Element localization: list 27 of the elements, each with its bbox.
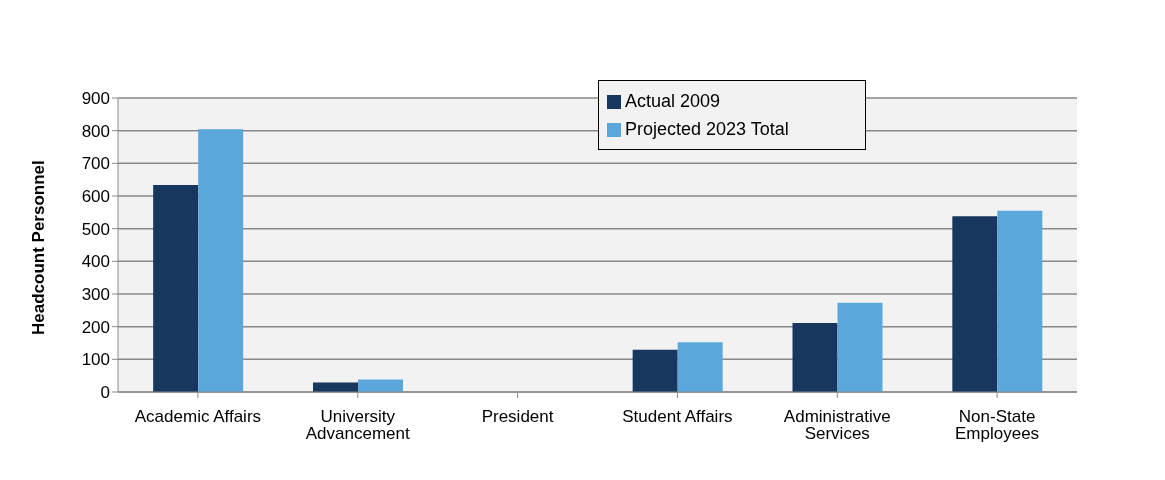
bar [997, 210, 1043, 392]
x-tick-label: Administrative Services [783, 407, 891, 444]
x-tick-label: Academic Affairs [134, 407, 262, 427]
x-tick-label: Non-State Employees [955, 407, 1040, 444]
bar [632, 349, 678, 392]
y-tick-label: 700 [81, 154, 110, 174]
x-tick-label: University Advancement [305, 407, 410, 444]
y-tick-label: 800 [81, 121, 110, 141]
y-tick-label: 0 [100, 383, 110, 403]
bar [198, 129, 244, 392]
legend-label: Projected 2023 Total [625, 119, 789, 139]
y-tick-label: 900 [81, 89, 110, 109]
x-tick-label: President [481, 407, 554, 427]
legend-label: Actual 2009 [625, 91, 721, 111]
y-tick-label: 500 [81, 219, 110, 239]
bar [153, 184, 199, 392]
y-tick-label: 600 [81, 187, 110, 207]
bar [792, 323, 838, 392]
bar [677, 342, 723, 392]
x-tick-label: Student Affairs [622, 407, 733, 427]
y-tick-label: 300 [81, 285, 110, 305]
bar [837, 302, 883, 392]
y-tick-label: 200 [81, 317, 110, 337]
bar [952, 216, 998, 392]
y-tick-label: 400 [81, 252, 110, 272]
y-axis-title: Headcount Personnel [29, 160, 49, 335]
y-tick-label: 100 [81, 350, 110, 370]
